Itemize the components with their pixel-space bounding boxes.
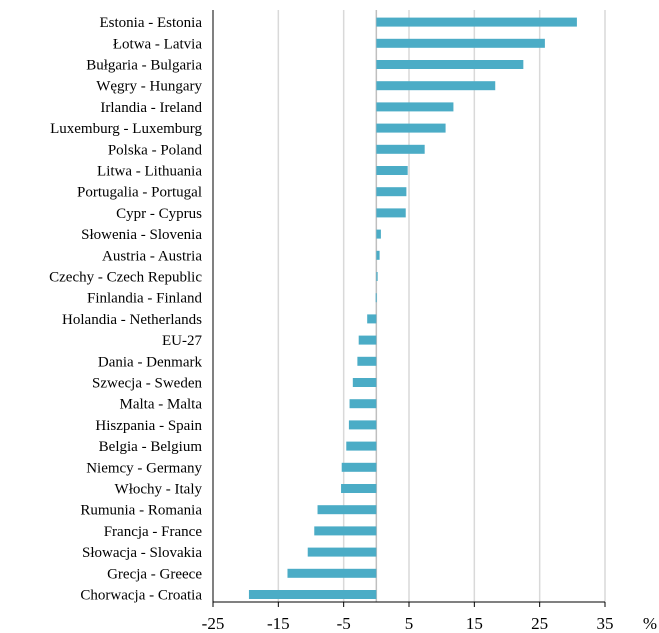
bar-20 (346, 441, 377, 451)
x-tick-label-2: -5 (337, 614, 351, 633)
category-label-24: Francja - France (104, 524, 203, 540)
category-label-23: Rumunia - Romania (80, 503, 202, 519)
category-label-2: Bułgaria - Bulgaria (86, 58, 202, 74)
bar-19 (348, 420, 377, 430)
category-label-6: Polska - Poland (108, 142, 203, 158)
bar-15 (358, 335, 377, 345)
category-label-13: Finlandia - Finland (87, 291, 202, 307)
bar-3 (376, 81, 496, 91)
bar-9 (376, 208, 406, 218)
category-label-4: Irlandia - Ireland (100, 100, 202, 116)
x-unit-label: % (643, 614, 657, 633)
category-label-8: Portugalia - Portugal (77, 185, 202, 201)
category-label-12: Czechy - Czech Republic (49, 270, 202, 286)
bar-8 (376, 187, 407, 197)
category-label-18: Malta - Malta (120, 397, 203, 413)
bar-25 (307, 547, 377, 557)
category-label-3: Węgry - Hungary (96, 79, 202, 95)
bar-26 (287, 568, 377, 578)
bar-23 (317, 505, 377, 515)
category-label-14: Holandia - Netherlands (62, 312, 202, 328)
bar-0 (376, 17, 577, 27)
category-label-15: EU-27 (162, 333, 202, 349)
category-label-25: Słowacja - Slovakia (82, 545, 202, 561)
category-label-27: Chorwacja - Croatia (80, 588, 202, 604)
category-label-19: Hiszpania - Spain (95, 418, 202, 434)
category-label-7: Litwa - Lithuania (97, 164, 202, 180)
bar-14 (367, 314, 377, 324)
category-label-11: Austria - Austria (102, 248, 202, 264)
category-label-16: Dania - Denmark (98, 354, 203, 370)
bar-2 (376, 60, 524, 69)
bar-4 (376, 102, 454, 112)
category-label-5: Luxemburg - Luxemburg (50, 121, 202, 137)
bar-16 (357, 356, 377, 366)
x-tick-label-5: 25 (531, 614, 548, 633)
bar-13 (375, 293, 377, 303)
x-tick-label-3: 5 (405, 614, 414, 633)
bars (248, 17, 577, 599)
bar-5 (376, 123, 446, 133)
bar-21 (341, 462, 377, 472)
x-tick-label-4: 15 (466, 614, 483, 633)
category-label-22: Włochy - Italy (115, 482, 203, 498)
category-label-10: Słowenia - Slovenia (81, 227, 202, 243)
x-tick-label-0: -25 (202, 614, 225, 633)
x-tick-label-1: -15 (267, 614, 290, 633)
bar-6 (376, 144, 425, 154)
axes (212, 10, 606, 607)
bar-12 (376, 272, 378, 281)
x-tick-labels: -25 -15 -5 5 15 25 35 (202, 614, 614, 633)
category-label-0: Estonia - Estonia (100, 15, 203, 31)
category-label-9: Cypr - Cyprus (116, 206, 202, 222)
bar-17 (352, 378, 377, 387)
category-label-1: Łotwa - Latvia (113, 36, 202, 52)
category-label-26: Grecja - Greece (107, 566, 202, 582)
bar-27 (248, 590, 377, 599)
bar-11 (376, 250, 380, 260)
bar-24 (314, 526, 377, 536)
category-labels: Estonia - Estonia Łotwa - Latvia Bułgaria … (49, 15, 202, 603)
bar-22 (341, 484, 377, 493)
category-label-21: Niemcy - Germany (86, 460, 202, 476)
bar-10 (376, 229, 381, 239)
bar-18 (349, 399, 377, 409)
category-label-17: Szwecja - Sweden (92, 376, 202, 392)
category-label-20: Belgia - Belgium (99, 439, 203, 455)
bar-1 (376, 38, 545, 48)
x-tick-label-6: 35 (597, 614, 614, 633)
bar-7 (376, 166, 408, 175)
